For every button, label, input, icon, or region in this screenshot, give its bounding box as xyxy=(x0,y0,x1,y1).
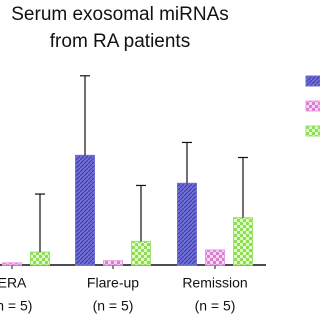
legend-swatch xyxy=(305,125,320,137)
bar xyxy=(2,262,22,266)
x-tick-note: (n = 5) xyxy=(93,298,134,314)
chart-title: from RA patients xyxy=(50,31,190,52)
bar xyxy=(75,154,95,266)
chart-title: Serum exosomal miRNAs xyxy=(11,4,229,25)
bar xyxy=(30,251,50,266)
bar xyxy=(131,240,151,266)
bar xyxy=(233,217,253,266)
legend-swatch xyxy=(305,100,320,112)
x-tick-label: Remission xyxy=(182,275,247,291)
bar xyxy=(205,249,225,266)
legend-swatch xyxy=(305,75,320,87)
x-tick-label: ERA xyxy=(0,275,27,291)
x-tick-label: Flare-up xyxy=(87,275,139,291)
x-tick-note: (n = 5) xyxy=(195,298,236,314)
x-tick-note: (n = 5) xyxy=(0,298,32,314)
bar xyxy=(177,182,197,266)
bar xyxy=(103,260,123,266)
